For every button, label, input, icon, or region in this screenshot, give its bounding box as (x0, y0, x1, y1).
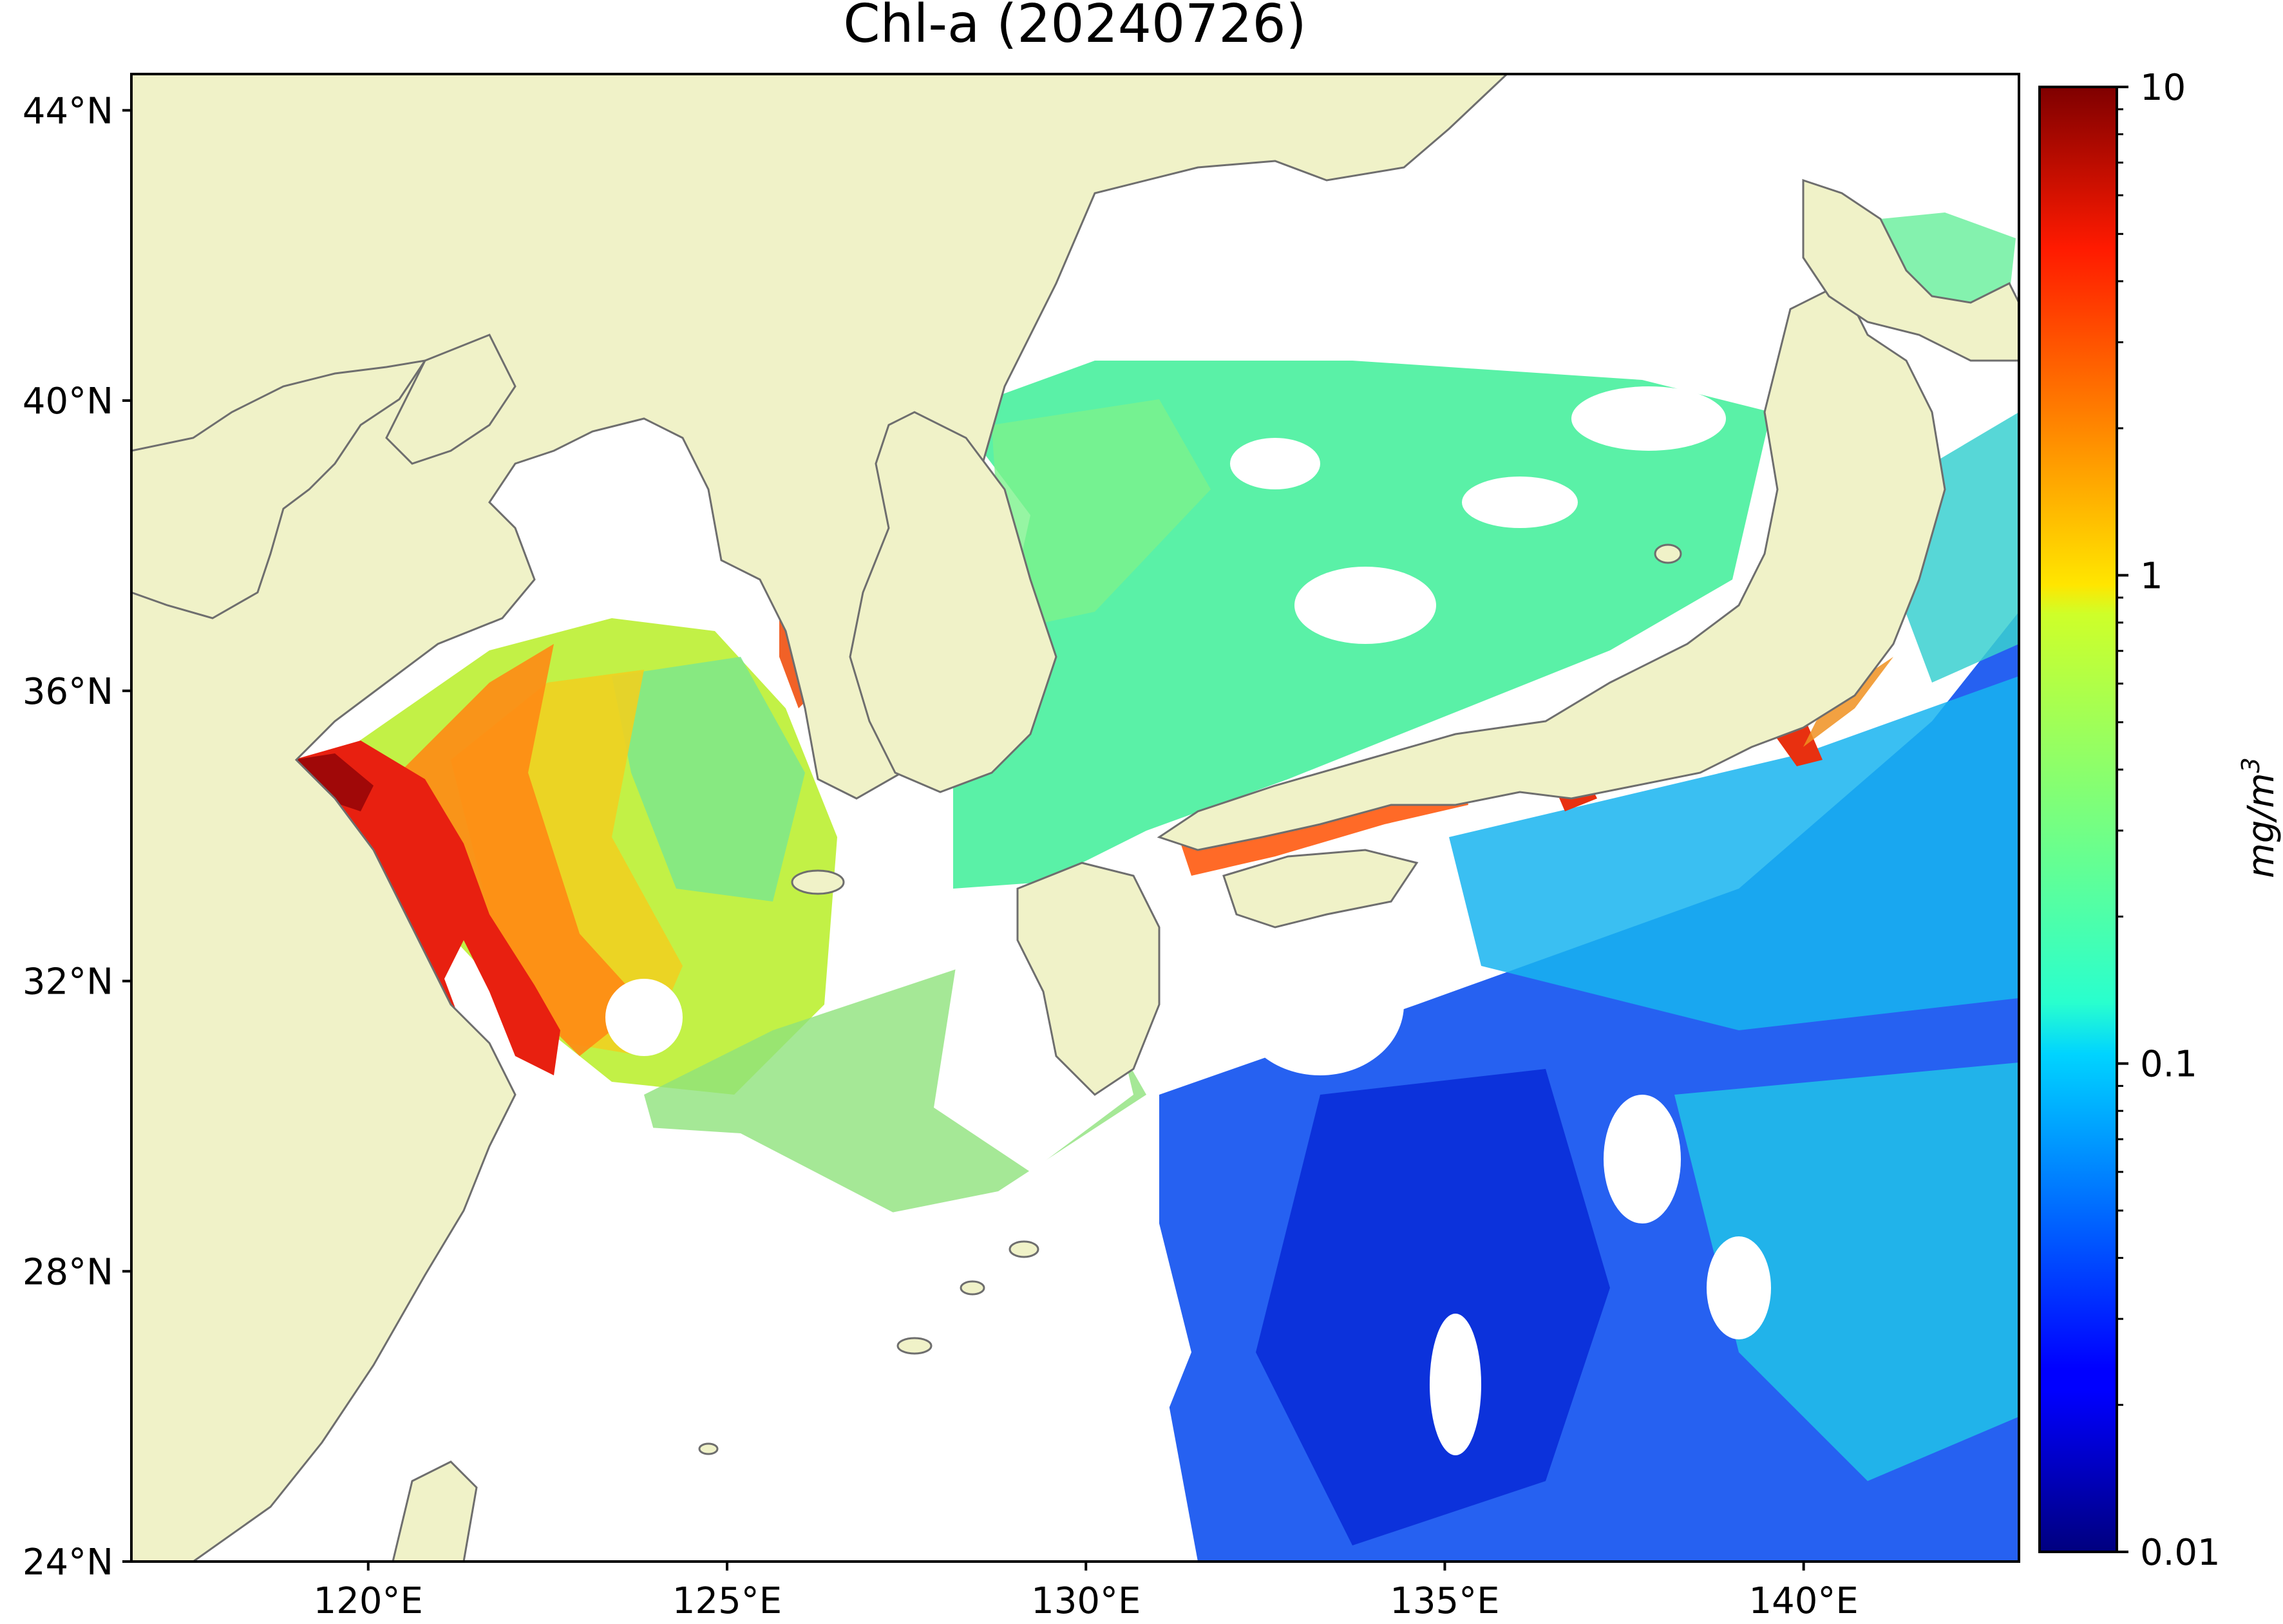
land-shikoku (1222, 849, 1419, 929)
land-sado (1654, 543, 1682, 564)
land-asia (131, 74, 1509, 1562)
colorbar-ticks: 10 1 0.1 0.01 (2117, 67, 2221, 1574)
chl-japan-sea-light (992, 399, 1211, 631)
latitude-axis: 44°N 40°N 36°N 32°N 28°N 24°N (23, 90, 131, 1583)
land (131, 74, 2019, 1562)
land-taiwan (392, 1460, 478, 1562)
map-title: Chl-a (20240726) (843, 0, 1306, 55)
chl-pacific-verylow (1256, 1069, 1610, 1545)
land-kyushu (1016, 862, 1160, 1096)
lat-tick-label: 40°N (23, 381, 113, 422)
lat-tick-label: 36°N (23, 671, 113, 713)
lat-tick-label: 44°N (23, 90, 113, 132)
chl-north-pacific (1893, 412, 2019, 683)
chl-yellow-sea-green (612, 657, 805, 902)
land-ryukyu-2 (960, 1280, 985, 1296)
lon-tick-label: 120°E (314, 1580, 423, 1622)
lat-tick-label: 24°N (23, 1542, 113, 1583)
lon-tick-label: 125°E (672, 1580, 782, 1622)
longitude-axis: 120°E 125°E 130°E 135°E 140°E (314, 1562, 1859, 1622)
chl-changjiang-core (293, 753, 374, 811)
lon-tick-label: 130°E (1031, 1580, 1141, 1622)
lon-tick-label: 140°E (1749, 1580, 1859, 1622)
colorbar-tick-label: 0.01 (2140, 1532, 2221, 1574)
chl-changjiang-plume (293, 741, 560, 1082)
colorbar-label: mg/m3 (2237, 757, 2282, 878)
land-ryukyu-3 (896, 1337, 933, 1355)
land-liaodong (385, 334, 516, 465)
land-jeju (791, 869, 845, 895)
map-frame (130, 73, 2020, 1563)
colorbar-label-exponent: 3 (2237, 757, 2265, 773)
colorbar-tick-label: 1 (2140, 555, 2163, 597)
colorbar-tick-label: 10 (2140, 67, 2186, 109)
colorbar-gradient (2038, 86, 2118, 1553)
land-hokkaido (1802, 178, 2019, 362)
land-ryukyu-4 (698, 1442, 719, 1455)
chl-coastal-orange (399, 644, 644, 1056)
chl-japan-pacific-coast (1803, 657, 1893, 747)
map-panel (131, 74, 2019, 1562)
chl-kuroshio-2 (1674, 1062, 2019, 1481)
lon-tick-label: 135°E (1390, 1580, 1499, 1622)
colorbar: 10 1 0.1 0.01 mg/m3 (2038, 67, 2282, 1574)
land-ryukyu-1 (1009, 1240, 1039, 1258)
colorbar-tick-label: 0.1 (2140, 1044, 2197, 1086)
lat-tick-label: 28°N (23, 1251, 113, 1293)
lat-tick-label: 32°N (23, 961, 113, 1003)
land-honshu (1157, 281, 1946, 851)
chlorophyll-field (180, 212, 2019, 1562)
chl-kuroshio (1449, 676, 2019, 1030)
land-korea (849, 411, 1057, 793)
